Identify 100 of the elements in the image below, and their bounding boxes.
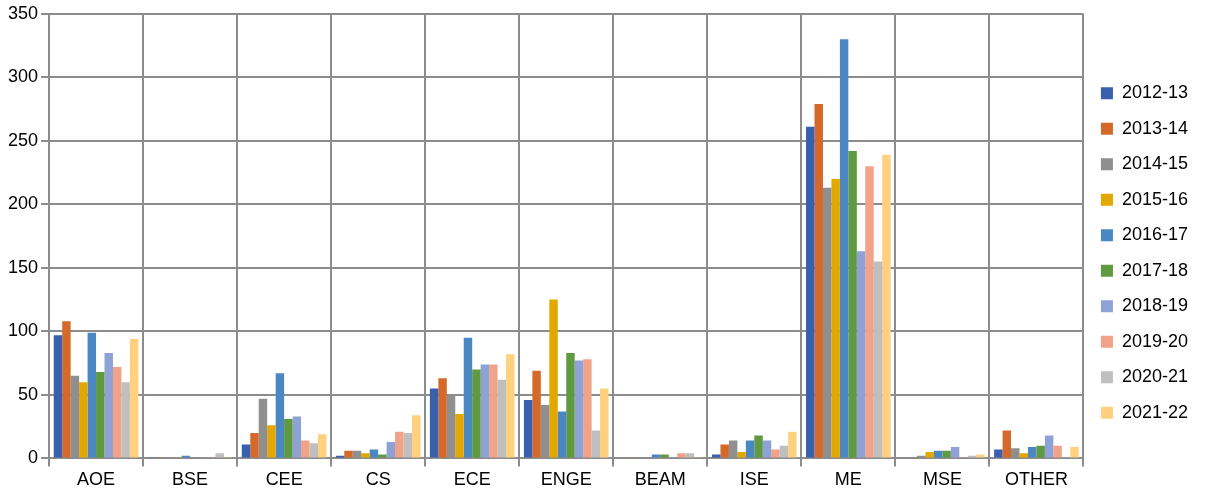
bar [720,444,729,458]
bar [677,453,686,458]
bar [344,450,353,458]
y-tick-label: 100 [7,320,39,341]
bar [480,364,490,458]
legend-label: 2013-14 [1121,117,1188,138]
bar [317,434,327,458]
x-tick-label: ECE [453,469,491,490]
y-tick-label: 50 [18,383,39,404]
bar [848,150,857,458]
bar [771,449,780,458]
bar [284,419,293,458]
bar [87,332,97,458]
y-tick-label: 300 [7,66,39,87]
bar [62,321,71,458]
bar [839,39,849,458]
bar [925,452,934,458]
bar [112,366,122,458]
y-tick-label: 250 [7,129,39,150]
bar [121,382,130,458]
legend-label: 2017-18 [1121,259,1188,280]
y-tick-label: 0 [28,447,39,468]
bar [754,435,763,458]
bar [557,411,567,458]
bar [788,431,797,458]
bar [386,441,396,458]
bar [292,416,302,458]
bar [685,453,695,458]
x-tick-label: MSE [922,469,962,490]
bar [1053,445,1062,458]
bar [79,382,88,458]
legend-label: 2018-19 [1121,295,1188,316]
bar [429,388,439,458]
bar [241,444,251,458]
bar [1002,430,1012,458]
x-tick-label: AOE [77,469,116,490]
x-tick-label: ENGE [540,469,592,490]
bar [53,335,63,458]
bar [403,432,413,458]
bar [104,352,113,458]
bar [250,432,259,458]
x-tick-label: OTHER [1004,469,1068,490]
bar [950,446,960,458]
bar [361,453,370,458]
bar [395,431,404,458]
bar [1027,446,1037,458]
legend-label: 2015-16 [1121,188,1188,209]
bar [814,103,823,458]
bar [438,378,447,458]
bar [574,360,584,458]
bar [549,299,558,458]
x-tick-label: BSE [172,469,209,490]
bar [806,126,815,458]
legend-label: 2021-22 [1121,401,1188,422]
bar [1036,445,1045,458]
bar [1019,453,1028,458]
bar [762,440,772,458]
legend-label: 2012-13 [1121,82,1188,103]
bar [745,440,755,458]
bar [591,430,601,458]
bar [873,261,883,458]
y-tick-label: 200 [7,193,39,214]
bar [994,449,1003,458]
bar [96,372,105,458]
legend-label: 2014-15 [1121,153,1188,174]
bar [865,166,874,458]
x-tick-label: ISE [739,469,769,490]
bar [737,452,746,458]
bar [267,425,276,458]
bar [275,373,285,458]
bar [412,415,421,458]
bar [583,359,592,458]
bar [942,450,951,458]
bar [472,369,481,458]
y-tick-label: 150 [7,256,39,277]
x-tick-label: BEAM [634,469,686,490]
bar [856,251,866,458]
bar [1044,435,1054,458]
bar [831,178,840,458]
x-tick-label: ME [834,469,862,490]
bar [566,352,575,458]
bar [497,379,507,458]
bar [506,354,515,458]
bar [1070,446,1079,458]
bar [882,154,891,458]
legend-label: 2019-20 [1121,330,1188,351]
bar [600,388,609,458]
bar [463,337,473,458]
x-tick-label: CEE [265,469,303,490]
bar [523,399,533,458]
x-tick-label: CS [365,469,391,490]
legend-label: 2020-21 [1121,366,1188,387]
bar [309,443,318,458]
bar [455,413,464,458]
bar [129,338,139,458]
y-tick-label: 350 [7,2,39,23]
bar [489,364,498,458]
legend-label: 2016-17 [1121,224,1188,245]
bar [215,453,224,458]
bar [532,370,541,458]
